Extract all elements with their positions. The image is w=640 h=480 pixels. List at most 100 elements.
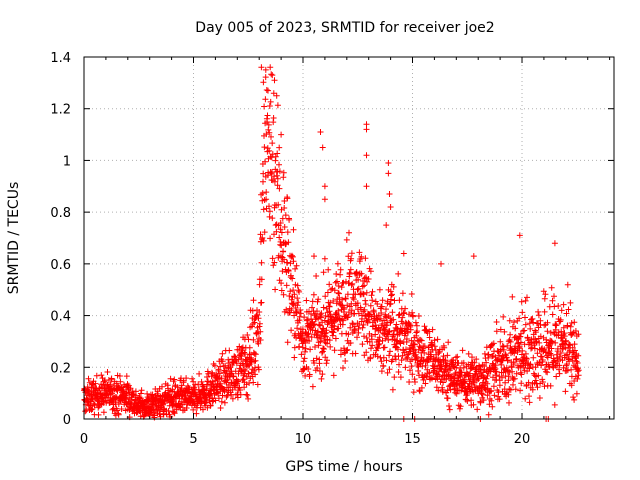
data-point [294, 295, 301, 302]
data-point [362, 297, 369, 304]
data-point [464, 390, 471, 397]
data-point [450, 363, 457, 370]
data-point [453, 354, 459, 361]
data-point [324, 357, 330, 364]
data-point [386, 352, 393, 359]
data-point [215, 395, 222, 402]
data-point [346, 229, 352, 236]
data-point [316, 368, 323, 374]
x-axis-label: GPS time / hours [285, 459, 402, 475]
data-point [539, 379, 546, 385]
data-point [361, 282, 368, 289]
data-point [358, 270, 365, 277]
data-point [287, 272, 294, 279]
data-point [354, 286, 361, 293]
data-point [454, 353, 461, 360]
data-point [429, 375, 435, 382]
data-point [389, 309, 396, 316]
data-point [299, 344, 306, 351]
data-point [284, 229, 291, 236]
data-point [504, 357, 511, 364]
data-point [311, 321, 318, 327]
data-point [255, 340, 262, 347]
data-point [557, 316, 564, 323]
data-point [259, 190, 266, 197]
data-point [218, 375, 225, 382]
data-point [128, 397, 135, 403]
data-point [553, 322, 560, 329]
data-point [294, 282, 301, 289]
data-point [340, 317, 347, 324]
data-point [274, 102, 281, 109]
data-point [568, 382, 575, 389]
data-point [200, 406, 206, 413]
data-point [367, 302, 374, 309]
data-point [523, 355, 530, 362]
data-point [399, 352, 406, 359]
data-point [275, 201, 282, 208]
data-point [516, 232, 523, 239]
data-point [483, 375, 490, 382]
data-point [258, 64, 265, 71]
data-point [408, 337, 415, 344]
data-point [574, 360, 581, 366]
data-point [544, 369, 551, 376]
x-tick-label: 20 [514, 432, 531, 447]
data-point [274, 150, 281, 157]
data-point [138, 387, 145, 394]
data-point [323, 360, 330, 367]
y-tick-label: 0.4 [50, 310, 71, 325]
data-point [512, 386, 519, 393]
y-tick-label: 0 [63, 413, 71, 428]
data-point [517, 339, 524, 346]
data-point [245, 370, 252, 377]
data-point [183, 375, 190, 382]
data-point [542, 349, 549, 356]
data-point [303, 297, 310, 304]
data-point [343, 347, 350, 354]
data-point [301, 336, 308, 343]
data-point [382, 327, 389, 334]
data-point [496, 396, 503, 403]
data-point [335, 283, 342, 289]
data-point [526, 365, 533, 372]
data-point [115, 411, 122, 418]
data-point [159, 383, 165, 390]
data-point [335, 289, 342, 296]
data-point [360, 321, 367, 328]
data-point [383, 357, 390, 364]
plot-frame [83, 56, 615, 420]
data-point [485, 351, 492, 358]
data-point [377, 315, 384, 322]
data-point [522, 395, 529, 402]
data-point [312, 344, 318, 350]
data-point [563, 367, 570, 374]
data-point [321, 330, 328, 337]
data-point [114, 407, 121, 414]
data-point [283, 282, 290, 289]
data-point [230, 373, 237, 380]
data-point [386, 366, 393, 373]
x-tick-label: 15 [404, 432, 421, 447]
data-point [506, 399, 512, 406]
data-point [389, 386, 396, 393]
data-point [325, 318, 331, 325]
data-point [118, 406, 125, 412]
data-point [291, 291, 298, 298]
data-point [104, 369, 111, 375]
data-point [574, 375, 581, 382]
data-point [336, 315, 343, 322]
data-point [149, 391, 156, 398]
data-point [571, 396, 578, 403]
data-point [337, 271, 344, 278]
data-point [344, 291, 351, 298]
data-point [422, 380, 429, 387]
data-point [434, 336, 441, 343]
data-point [279, 215, 286, 222]
data-point [444, 387, 451, 394]
data-point [513, 355, 520, 362]
data-point [277, 238, 284, 245]
data-point [293, 334, 300, 341]
data-point [372, 331, 379, 338]
data-point [311, 253, 317, 260]
